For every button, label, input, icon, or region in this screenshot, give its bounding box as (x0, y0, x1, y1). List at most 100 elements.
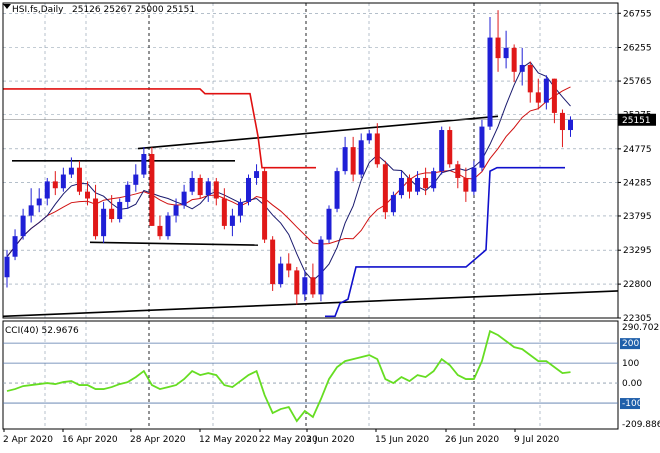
date-axis-label: 15 Jun 2020 (375, 435, 429, 445)
candle-body (165, 215, 171, 237)
candle-body (229, 215, 235, 226)
fast-moving-average-line (6, 61, 571, 282)
candle (551, 78, 557, 124)
candle-body (109, 208, 115, 220)
candle-body (205, 181, 211, 196)
candle (229, 208, 235, 237)
candle-body (68, 167, 74, 175)
candle (12, 229, 18, 261)
candle (511, 44, 517, 83)
candle (310, 263, 316, 298)
price-axis-label: 23795 (623, 212, 652, 222)
cci-indicator-panel: 290.7027 200 100 0.00 -100 -209.886 (3, 323, 660, 430)
candle-body (237, 201, 243, 216)
candle-body (398, 177, 404, 196)
candle (302, 270, 308, 302)
candle-body (543, 78, 549, 103)
candle (85, 181, 90, 206)
cci-line (6, 329, 571, 423)
candle (487, 17, 493, 131)
candle-body (447, 130, 453, 165)
candle (133, 164, 139, 192)
long-support-trendline (2, 290, 619, 318)
candle (278, 256, 284, 288)
candle-body (36, 198, 42, 206)
date-axis-label: 9 Jul 2020 (514, 435, 559, 445)
price-axis-label: 23295 (623, 246, 652, 256)
candle (165, 212, 171, 240)
candle-body (44, 181, 50, 199)
collapse-triangle-icon[interactable] (3, 4, 11, 9)
candle (205, 177, 211, 202)
candle (334, 167, 340, 213)
candle (117, 198, 123, 223)
candle (318, 236, 324, 302)
candle (503, 30, 509, 69)
candle (270, 236, 276, 291)
candle (398, 171, 404, 199)
candle (366, 130, 372, 144)
candle-body (366, 133, 372, 141)
candle-body (52, 181, 58, 189)
resistance-trendline (137, 115, 499, 150)
candle-body (60, 174, 66, 189)
candle-body (4, 256, 10, 278)
cci-level-label: -100 (622, 399, 643, 409)
cci-panel-frame (2, 320, 619, 430)
horizontal-support-line (89, 241, 259, 246)
candle-body (495, 37, 501, 59)
candle-body (221, 198, 227, 226)
date-axis-label: 3 Jun 2020 (306, 435, 355, 445)
channel-low-line (325, 166, 565, 318)
candle (28, 188, 34, 223)
candle (189, 171, 195, 196)
candle (4, 249, 10, 288)
price-axis-label: 22305 (623, 314, 652, 324)
candle-body (76, 167, 82, 192)
axis-labels: 2675526255257652527524775242852379523295… (3, 9, 656, 445)
candle (407, 174, 412, 199)
candle-body (310, 277, 316, 295)
candle (326, 205, 332, 244)
candle (415, 171, 421, 196)
candle (36, 188, 42, 213)
channel-high-line (3, 88, 316, 169)
price-axis-label: 24285 (623, 178, 652, 188)
candle-body (173, 205, 179, 216)
candle-body (431, 171, 437, 189)
candle (439, 126, 445, 175)
candle-body (157, 225, 163, 237)
candle (246, 174, 251, 206)
candle-body (85, 191, 90, 199)
candle-body (487, 37, 493, 127)
candle-body (254, 171, 260, 178)
price-axis-label: 22800 (623, 280, 652, 290)
candle (60, 167, 66, 192)
price-panel-frame (2, 2, 619, 319)
cci-level-badge (620, 338, 640, 350)
candle (382, 160, 388, 220)
candle (93, 184, 99, 240)
candle (358, 133, 364, 178)
candle-body (294, 270, 300, 295)
date-axis-label: 12 May 2020 (199, 435, 258, 445)
header-text: HSI.fs,Daily 25126 25267 25000 25151 (12, 5, 195, 15)
cci-level-badge (620, 398, 640, 410)
cci-header: CCI(40) 52.9676 (5, 326, 79, 336)
candle (68, 157, 74, 178)
cci-level-label: -209.886 (622, 420, 660, 430)
candle-body (28, 205, 34, 216)
candle (101, 201, 107, 244)
candle-body (350, 147, 356, 175)
candle-body (117, 201, 123, 220)
overlay-lines (2, 61, 619, 318)
candle-body (455, 164, 461, 178)
candlestick-series (4, 10, 573, 305)
candle-body (326, 208, 332, 240)
candle (447, 126, 453, 168)
candle (431, 167, 437, 192)
candle (149, 147, 155, 226)
candle-body (527, 64, 533, 93)
